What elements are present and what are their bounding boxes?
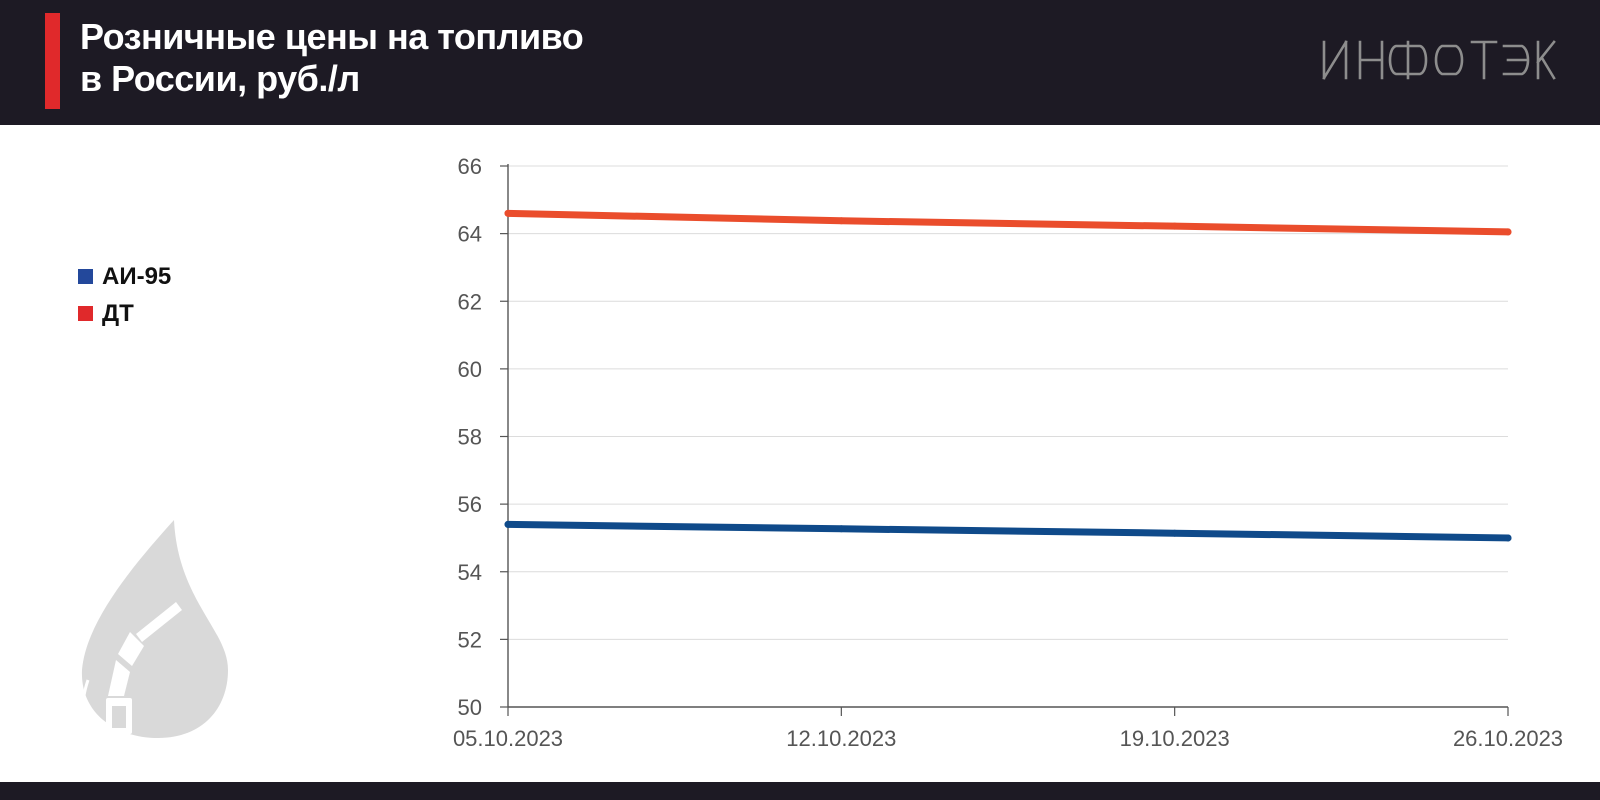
data-point-ai95-0 bbox=[504, 520, 512, 528]
y-tick-label-50: 50 bbox=[458, 695, 482, 720]
infotek-logo bbox=[1322, 40, 1556, 80]
footer-bar bbox=[0, 782, 1600, 800]
data-point-dt-3 bbox=[1504, 228, 1512, 236]
title-accent-bar bbox=[45, 13, 60, 109]
y-tick-label-52: 52 bbox=[458, 627, 482, 652]
series-line-ai95 bbox=[504, 520, 1512, 542]
y-tick-label-60: 60 bbox=[458, 357, 482, 382]
x-tick-label-1: 12.10.2023 bbox=[786, 726, 896, 751]
title-line-2: в России, руб./л bbox=[80, 58, 360, 99]
x-tick-label-2: 19.10.2023 bbox=[1120, 726, 1230, 751]
legend-item-ai95: АИ-95 bbox=[78, 258, 171, 295]
data-point-ai95-2 bbox=[1171, 529, 1179, 537]
legend-swatch-dt bbox=[78, 306, 93, 321]
y-tick-label-64: 64 bbox=[458, 222, 482, 247]
data-point-ai95-3 bbox=[1504, 534, 1512, 542]
y-tick-label-54: 54 bbox=[458, 560, 482, 585]
legend-swatch-ai95 bbox=[78, 269, 93, 284]
x-tick-label-0: 05.10.2023 bbox=[453, 726, 563, 751]
data-point-ai95-1 bbox=[837, 525, 845, 533]
chart-title: Розничные цены на топливо в России, руб.… bbox=[80, 16, 584, 100]
y-tick-label-58: 58 bbox=[458, 425, 482, 450]
fuel-drop-icon bbox=[81, 520, 228, 738]
y-tick-label-62: 62 bbox=[458, 289, 482, 314]
series-line-dt bbox=[504, 209, 1512, 236]
y-tick-label-66: 66 bbox=[458, 154, 482, 179]
data-point-dt-2 bbox=[1171, 222, 1179, 230]
legend-label-dt: ДТ bbox=[102, 299, 134, 327]
header-bar: Розничные цены на топливо в России, руб.… bbox=[0, 0, 1600, 125]
data-point-dt-1 bbox=[837, 217, 845, 225]
data-point-dt-0 bbox=[504, 209, 512, 217]
legend-label-ai95: АИ-95 bbox=[102, 262, 172, 290]
y-tick-label-56: 56 bbox=[458, 492, 482, 517]
legend-item-dt: ДТ bbox=[78, 295, 171, 332]
chart-legend: АИ-95 ДТ bbox=[78, 258, 171, 332]
x-tick-label-3: 26.10.2023 bbox=[1453, 726, 1563, 751]
title-line-1: Розничные цены на топливо bbox=[80, 16, 584, 57]
